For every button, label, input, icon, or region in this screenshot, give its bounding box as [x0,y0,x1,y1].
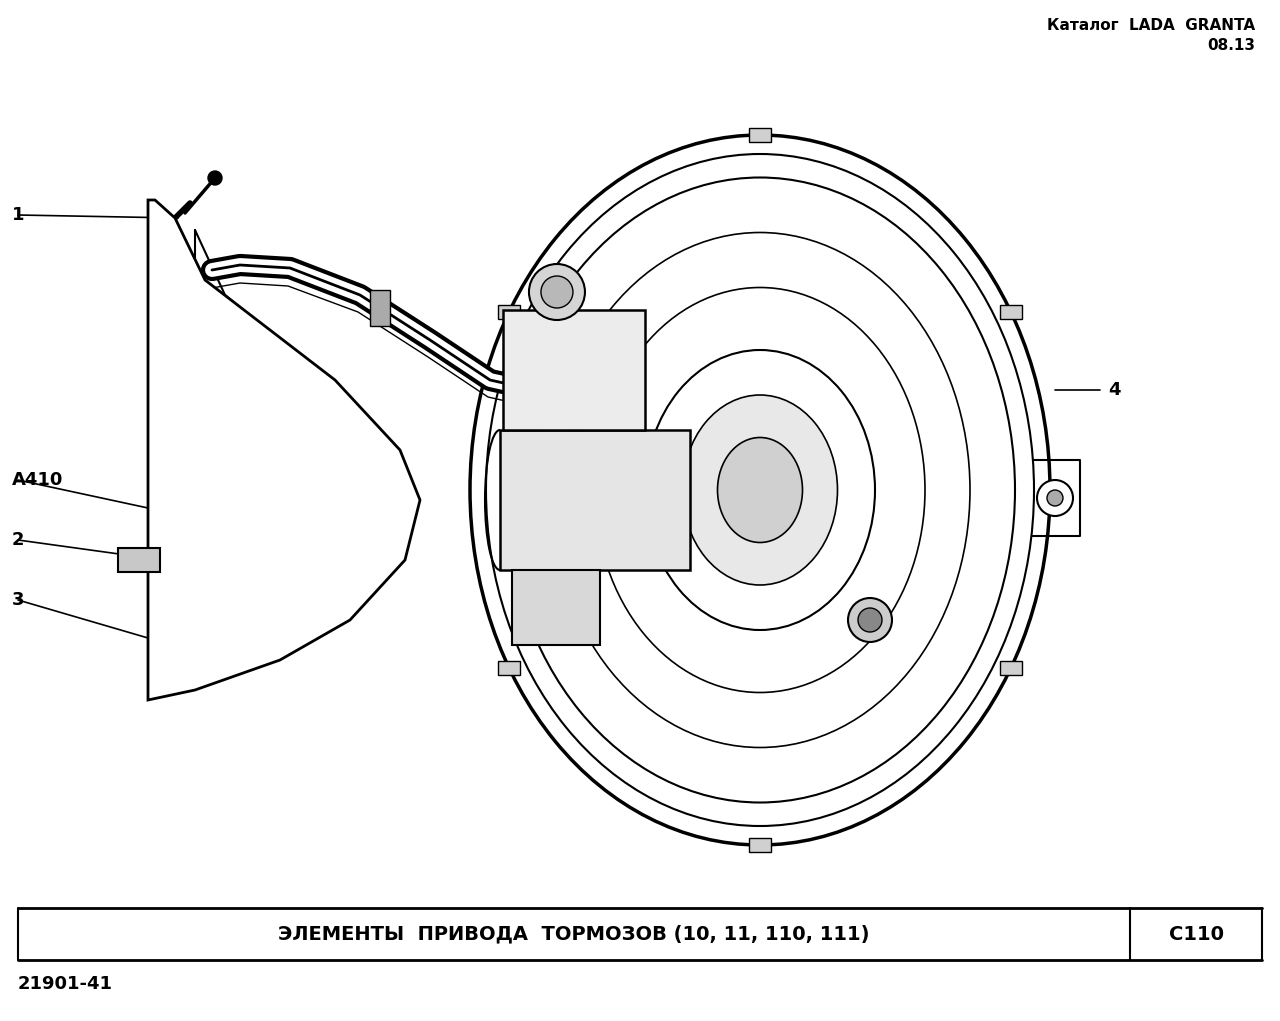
FancyBboxPatch shape [1000,661,1023,675]
Circle shape [1047,490,1062,506]
Bar [503,310,645,430]
Circle shape [541,276,573,308]
Text: 1: 1 [12,206,24,224]
Text: ЭЛЕМЕНТЫ  ПРИВОДА  ТОРМОЗОВ (10, 11, 110, 111): ЭЛЕМЕНТЫ ПРИВОДА ТОРМОЗОВ (10, 11, 110, … [278,924,869,943]
Ellipse shape [506,178,1015,803]
Ellipse shape [682,395,837,585]
Circle shape [529,264,585,320]
Ellipse shape [645,350,876,630]
Text: Каталог  LADA  GRANTA: Каталог LADA GRANTA [1047,18,1254,33]
Circle shape [849,598,892,642]
Text: 3: 3 [12,591,24,609]
FancyBboxPatch shape [370,290,390,326]
Bar [512,570,600,645]
FancyBboxPatch shape [522,410,538,430]
FancyBboxPatch shape [567,410,582,430]
Text: 4: 4 [1108,381,1120,399]
FancyBboxPatch shape [749,838,771,852]
Ellipse shape [595,288,925,692]
Circle shape [207,171,221,185]
Circle shape [858,607,882,632]
Text: 21901-41: 21901-41 [18,975,113,993]
Ellipse shape [470,135,1050,845]
FancyBboxPatch shape [498,661,520,675]
Text: 08.13: 08.13 [1207,38,1254,53]
FancyBboxPatch shape [498,305,520,320]
Text: C110: C110 [1169,924,1224,943]
Bar [500,430,690,570]
FancyBboxPatch shape [1000,305,1023,320]
Circle shape [1037,480,1073,516]
FancyBboxPatch shape [749,128,771,142]
Ellipse shape [718,438,803,542]
Text: 5: 5 [968,611,980,629]
FancyBboxPatch shape [118,548,160,572]
Text: 2: 2 [12,531,24,549]
Ellipse shape [486,154,1034,826]
Polygon shape [148,200,420,700]
Text: А410: А410 [12,471,64,489]
Ellipse shape [550,233,970,747]
Circle shape [547,370,582,406]
